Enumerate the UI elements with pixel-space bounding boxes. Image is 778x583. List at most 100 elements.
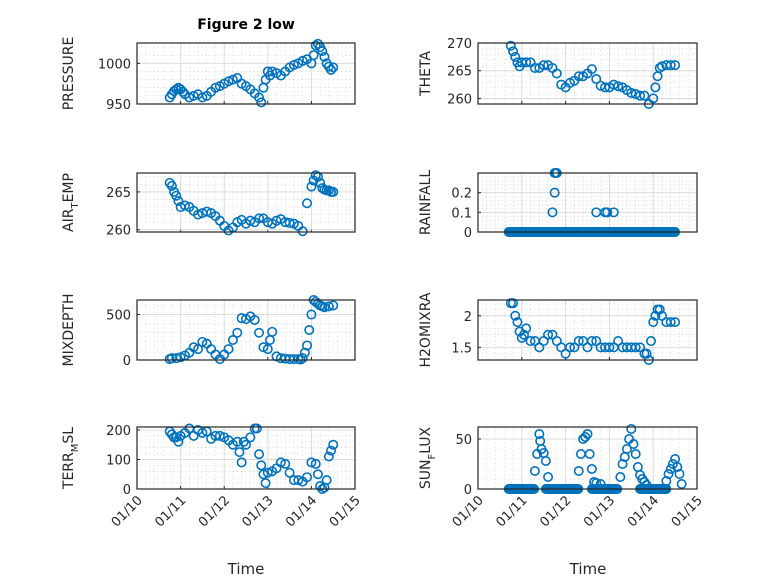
data-point <box>251 423 262 434</box>
data-point <box>586 64 597 75</box>
markers-theta <box>505 40 681 110</box>
axes-sun_flux: 0 50 SUNFLUX 01/10 01/11 01/12 01/13 01/14 01/15 <box>418 423 706 530</box>
data-point <box>306 457 317 468</box>
data-point <box>262 344 273 355</box>
data-point <box>582 428 593 439</box>
x-tick-label: 01/14 <box>283 493 320 530</box>
y-tick-label: 200 <box>106 424 131 439</box>
data-point <box>538 60 549 71</box>
data-point <box>604 342 615 353</box>
data-point <box>256 460 267 471</box>
data-point <box>508 298 519 309</box>
y-axis-label: H2OMIXRA <box>418 292 434 367</box>
data-point <box>573 465 584 476</box>
data-point <box>549 187 560 198</box>
data-point <box>304 324 315 335</box>
y-tick-label: 0 <box>123 483 131 498</box>
data-point <box>591 477 602 488</box>
x-tick-label: 01/12 <box>537 493 574 530</box>
data-point <box>628 438 639 449</box>
axes-box <box>477 172 698 233</box>
x-axis-label-right: Time <box>569 560 607 578</box>
data-point <box>321 475 332 486</box>
data-point <box>613 81 624 92</box>
data-point <box>184 92 195 103</box>
data-point <box>521 57 532 68</box>
data-point <box>521 323 532 334</box>
y-tick-label: 1000 <box>98 57 131 72</box>
data-point <box>543 329 554 340</box>
data-point <box>179 200 190 211</box>
x-tick-label: 01/13 <box>240 493 277 530</box>
y-tick-label: 265 <box>447 65 472 80</box>
data-point <box>227 74 238 85</box>
data-point <box>665 317 676 328</box>
data-point <box>326 445 337 456</box>
axes-box <box>477 299 698 361</box>
data-point <box>641 348 652 359</box>
data-point <box>288 59 299 70</box>
data-point <box>297 353 308 364</box>
data-point <box>227 334 238 345</box>
data-point <box>249 314 260 325</box>
data-point <box>328 439 339 450</box>
data-point <box>315 177 326 188</box>
markers-h2omixra <box>505 298 681 365</box>
data-point <box>534 428 545 439</box>
data-point <box>529 62 540 73</box>
data-point <box>661 475 672 486</box>
data-point <box>586 336 597 347</box>
data-point <box>551 68 562 79</box>
data-point <box>564 342 575 353</box>
y-tick-label: 100 <box>106 453 131 468</box>
data-point <box>256 97 267 108</box>
axes-theta: 260 265 270 THETA <box>418 37 698 110</box>
data-point <box>173 436 184 447</box>
data-point <box>529 465 540 476</box>
data-point <box>214 430 225 441</box>
data-point <box>260 478 271 489</box>
data-point <box>672 461 683 472</box>
data-point <box>275 457 286 468</box>
data-point <box>650 82 661 93</box>
data-point <box>197 92 208 103</box>
data-point <box>635 90 646 101</box>
data-point <box>600 82 611 93</box>
data-point <box>232 327 243 338</box>
axes-box <box>136 172 356 233</box>
data-point <box>510 310 521 321</box>
y-axis-label: THETA <box>418 51 434 97</box>
y-tick-label: 265 <box>106 186 131 201</box>
data-point <box>197 427 208 438</box>
y-tick-label: 0 <box>464 226 472 241</box>
data-point <box>323 185 334 196</box>
data-point <box>505 40 516 51</box>
data-point <box>510 51 521 62</box>
axes-box <box>477 426 698 490</box>
data-point <box>171 190 182 201</box>
x-tick-label: 01/15 <box>327 493 364 530</box>
data-point <box>245 432 256 443</box>
data-point <box>297 226 308 237</box>
data-point <box>615 471 626 482</box>
data-point <box>575 448 586 459</box>
data-point <box>512 317 523 328</box>
data-point <box>670 60 681 71</box>
y-tick-label: 0.2 <box>451 187 472 202</box>
y-tick-label: 500 <box>106 309 131 324</box>
data-point <box>166 180 177 191</box>
y-tick-label: 260 <box>106 224 131 239</box>
data-point <box>293 475 304 486</box>
markers-terr_msl <box>164 423 339 494</box>
y-axis-label: RAINFALL <box>418 170 434 235</box>
x-tick-label: 01/12 <box>196 493 233 530</box>
data-point <box>547 207 558 218</box>
y-tick-label: 0.1 <box>451 206 472 221</box>
data-point <box>234 447 245 458</box>
data-point <box>267 326 278 337</box>
data-point <box>201 206 212 217</box>
x-tick-label: 01/14 <box>625 493 662 530</box>
data-point <box>264 334 275 345</box>
y-tick-label: 950 <box>106 98 131 113</box>
